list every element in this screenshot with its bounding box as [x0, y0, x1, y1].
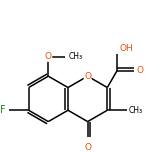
Text: CH₃: CH₃ [129, 106, 143, 115]
Text: O: O [84, 72, 91, 81]
Text: F: F [0, 105, 6, 115]
Text: OH: OH [119, 44, 133, 53]
Text: O: O [84, 72, 91, 81]
Text: O: O [84, 143, 91, 152]
Text: CH₃: CH₃ [69, 52, 83, 61]
Text: O: O [136, 66, 143, 75]
Text: O: O [45, 52, 52, 61]
